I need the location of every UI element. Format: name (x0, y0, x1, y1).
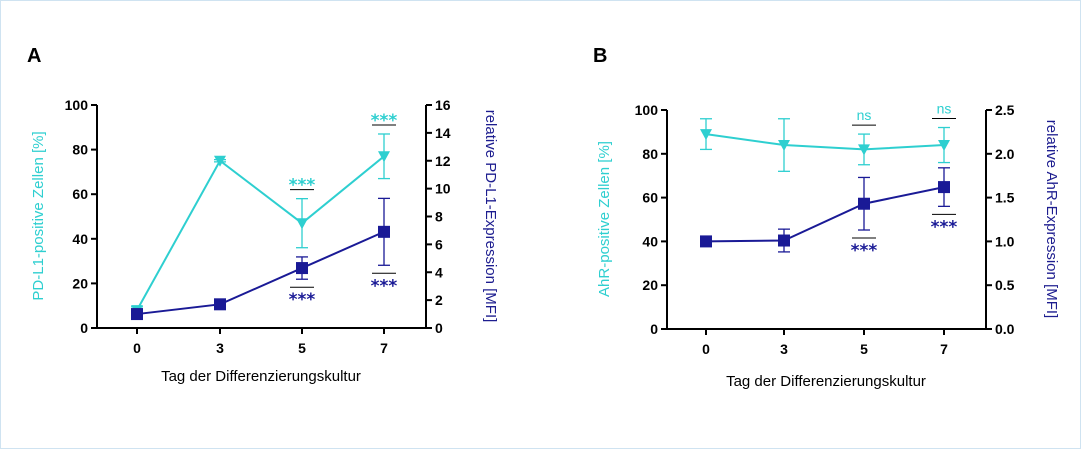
y-tick-label-left: 40 (72, 231, 88, 247)
square-marker (700, 235, 712, 248)
x-tick-label: 0 (702, 341, 710, 357)
x-axis-label: Tag der Differenzierungskultur (161, 368, 361, 385)
y-tick-label-left: 60 (642, 190, 658, 206)
y-tick-label-left: 80 (642, 146, 658, 162)
y-axis-label-right: relative PD-L1-Expression [MFI] (482, 110, 499, 323)
y-tick-label-right: 14 (435, 125, 451, 141)
square-marker (296, 262, 308, 275)
x-tick-label: 7 (380, 340, 388, 356)
y-tick-label-left: 20 (642, 277, 658, 293)
triangle-marker (700, 129, 712, 141)
y-tick-label-left: 100 (635, 102, 659, 118)
significance-label: *** (851, 241, 878, 261)
y-tick-label-right: 0.0 (995, 321, 1015, 337)
y-tick-label-left: 80 (72, 142, 88, 158)
y-tick-label-left: 0 (80, 320, 88, 336)
triangle-marker (214, 155, 226, 167)
significance-label: *** (289, 176, 316, 196)
triangle-marker (858, 144, 870, 156)
significance-label: ns (937, 101, 952, 117)
x-tick-label: 3 (780, 341, 788, 357)
significance-label: *** (371, 111, 398, 131)
y-tick-label-right: 4 (435, 264, 443, 280)
y-axis-label-left: PD-L1-positive Zellen [%] (30, 131, 47, 300)
square-marker (131, 308, 143, 321)
triangle-series-line (136, 155, 385, 311)
y-tick-label-left: 40 (642, 233, 658, 249)
significance-label: *** (289, 290, 316, 310)
y-tick-label-left: 0 (650, 321, 658, 337)
square-marker (378, 225, 390, 238)
y-tick-label-left: 100 (65, 97, 89, 113)
y-tick-label-left: 60 (72, 186, 88, 202)
triangle-series-line (705, 133, 945, 151)
y-tick-label-right: 0.5 (995, 277, 1015, 293)
x-axis-label: Tag der Differenzierungskultur (726, 373, 926, 390)
y-tick-label-right: 2 (435, 292, 443, 308)
triangle-marker (778, 140, 790, 152)
panel-b-letter: B (593, 45, 607, 67)
square-series-line (705, 186, 945, 243)
x-tick-label: 5 (298, 340, 306, 356)
triangle-marker (378, 151, 390, 163)
significance-label: *** (931, 217, 958, 237)
square-series-line (136, 230, 385, 316)
triangle-marker (938, 140, 950, 152)
x-tick-label: 5 (860, 341, 868, 357)
square-marker (858, 197, 870, 210)
y-tick-label-right: 10 (435, 181, 451, 197)
square-marker (214, 298, 226, 311)
y-tick-label-right: 2.0 (995, 146, 1015, 162)
x-tick-label: 7 (940, 341, 948, 357)
y-tick-label-right: 2.5 (995, 102, 1015, 118)
significance-label: ns (857, 107, 872, 123)
y-tick-label-right: 16 (435, 97, 451, 113)
panel-a-letter: A (27, 45, 41, 67)
y-tick-label-right: 1.0 (995, 233, 1015, 249)
y-axis-label-right: relative AhR-Expression [MFI] (1043, 120, 1060, 318)
triangle-marker (296, 218, 308, 230)
significance-label: *** (371, 276, 398, 296)
square-marker (938, 181, 950, 194)
y-tick-label-left: 20 (72, 275, 88, 291)
square-marker (778, 234, 790, 247)
y-tick-label-right: 0 (435, 320, 443, 336)
y-tick-label-right: 8 (435, 209, 443, 225)
x-tick-label: 0 (133, 340, 141, 356)
y-tick-label-right: 12 (435, 153, 451, 169)
y-tick-label-right: 6 (435, 236, 443, 252)
y-tick-label-right: 1.5 (995, 190, 1015, 206)
x-tick-label: 3 (216, 340, 224, 356)
y-axis-label-left: AhR-positive Zellen [%] (596, 141, 613, 297)
